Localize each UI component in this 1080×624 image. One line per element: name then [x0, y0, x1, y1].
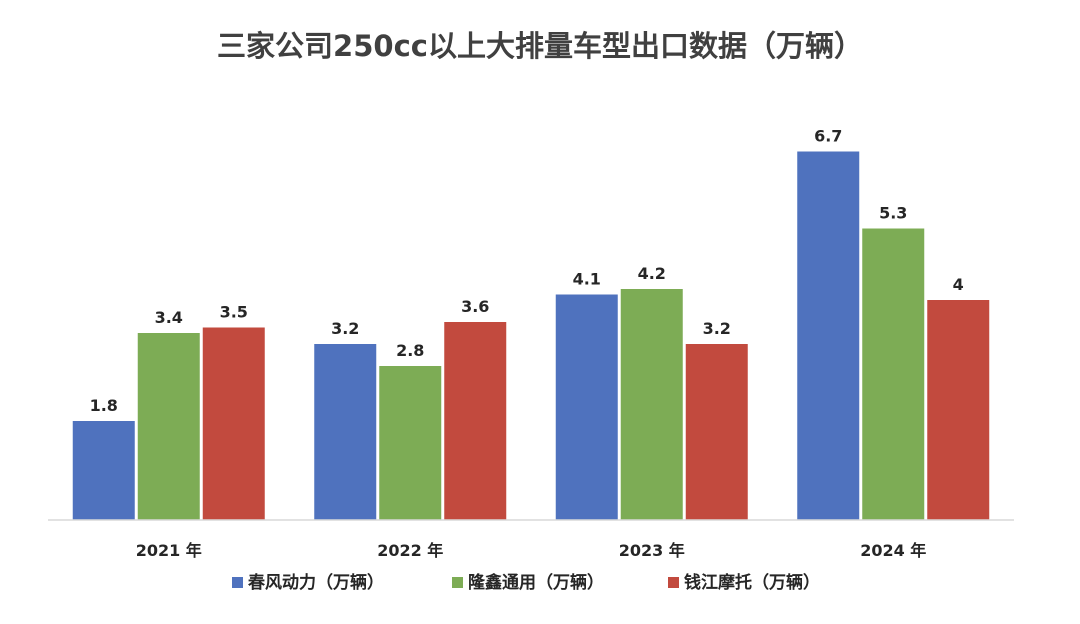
data-labels-layer: 1.8 3.4 3.5 3.2 2.8 3.6 4.1 4.2 3.2 6.7 5.3 4: [90, 127, 964, 416]
data-label-s1-c2: 4.2: [638, 264, 666, 283]
data-label-s2-c1: 3.6: [461, 297, 489, 316]
legend-label-1: 隆鑫通用（万辆）: [468, 572, 604, 593]
legend-swatch-2: [668, 577, 679, 588]
bar-s0-c3: [797, 151, 860, 520]
data-label-s2-c2: 3.2: [703, 319, 731, 338]
legend: 春风动力（万辆） 隆鑫通用（万辆） 钱江摩托（万辆）: [232, 572, 820, 593]
x-tick-label-3: 2024 年: [860, 541, 926, 560]
data-label-s1-c0: 3.4: [155, 308, 183, 327]
bar-s2-c1: [444, 322, 507, 520]
legend-label-2: 钱江摩托（万辆）: [684, 572, 820, 593]
data-label-s0-c0: 1.8: [90, 396, 118, 415]
bar-s1-c0: [137, 333, 200, 520]
x-tick-label-2: 2023 年: [619, 541, 685, 560]
chart-title: 三家公司250cc以上大排量车型出口数据（万辆）: [217, 29, 863, 63]
bar-s2-c2: [685, 344, 748, 520]
data-label-s2-c3: 4: [953, 275, 964, 294]
bar-s1-c3: [862, 228, 925, 520]
x-tick-labels: 2021 年 2022 年 2023 年 2024 年: [136, 541, 927, 560]
data-label-s2-c0: 3.5: [220, 303, 248, 322]
data-label-s0-c1: 3.2: [331, 319, 359, 338]
bar-s1-c1: [379, 366, 442, 520]
x-tick-label-1: 2022 年: [377, 541, 443, 560]
bars-layer: [72, 151, 990, 520]
bar-s1-c2: [620, 289, 683, 520]
data-label-s0-c2: 4.1: [573, 270, 601, 289]
bar-s0-c0: [72, 421, 135, 520]
data-label-s1-c3: 5.3: [879, 204, 907, 223]
bar-s0-c2: [555, 294, 618, 520]
legend-swatch-1: [452, 577, 463, 588]
bar-s2-c0: [202, 327, 265, 520]
data-label-s1-c1: 2.8: [396, 341, 424, 360]
bar-s2-c3: [927, 300, 990, 520]
data-label-s0-c3: 6.7: [814, 127, 842, 146]
legend-swatch-0: [232, 577, 243, 588]
legend-label-0: 春风动力（万辆）: [248, 572, 384, 593]
x-tick-label-0: 2021 年: [136, 541, 202, 560]
bar-s0-c1: [314, 344, 377, 520]
